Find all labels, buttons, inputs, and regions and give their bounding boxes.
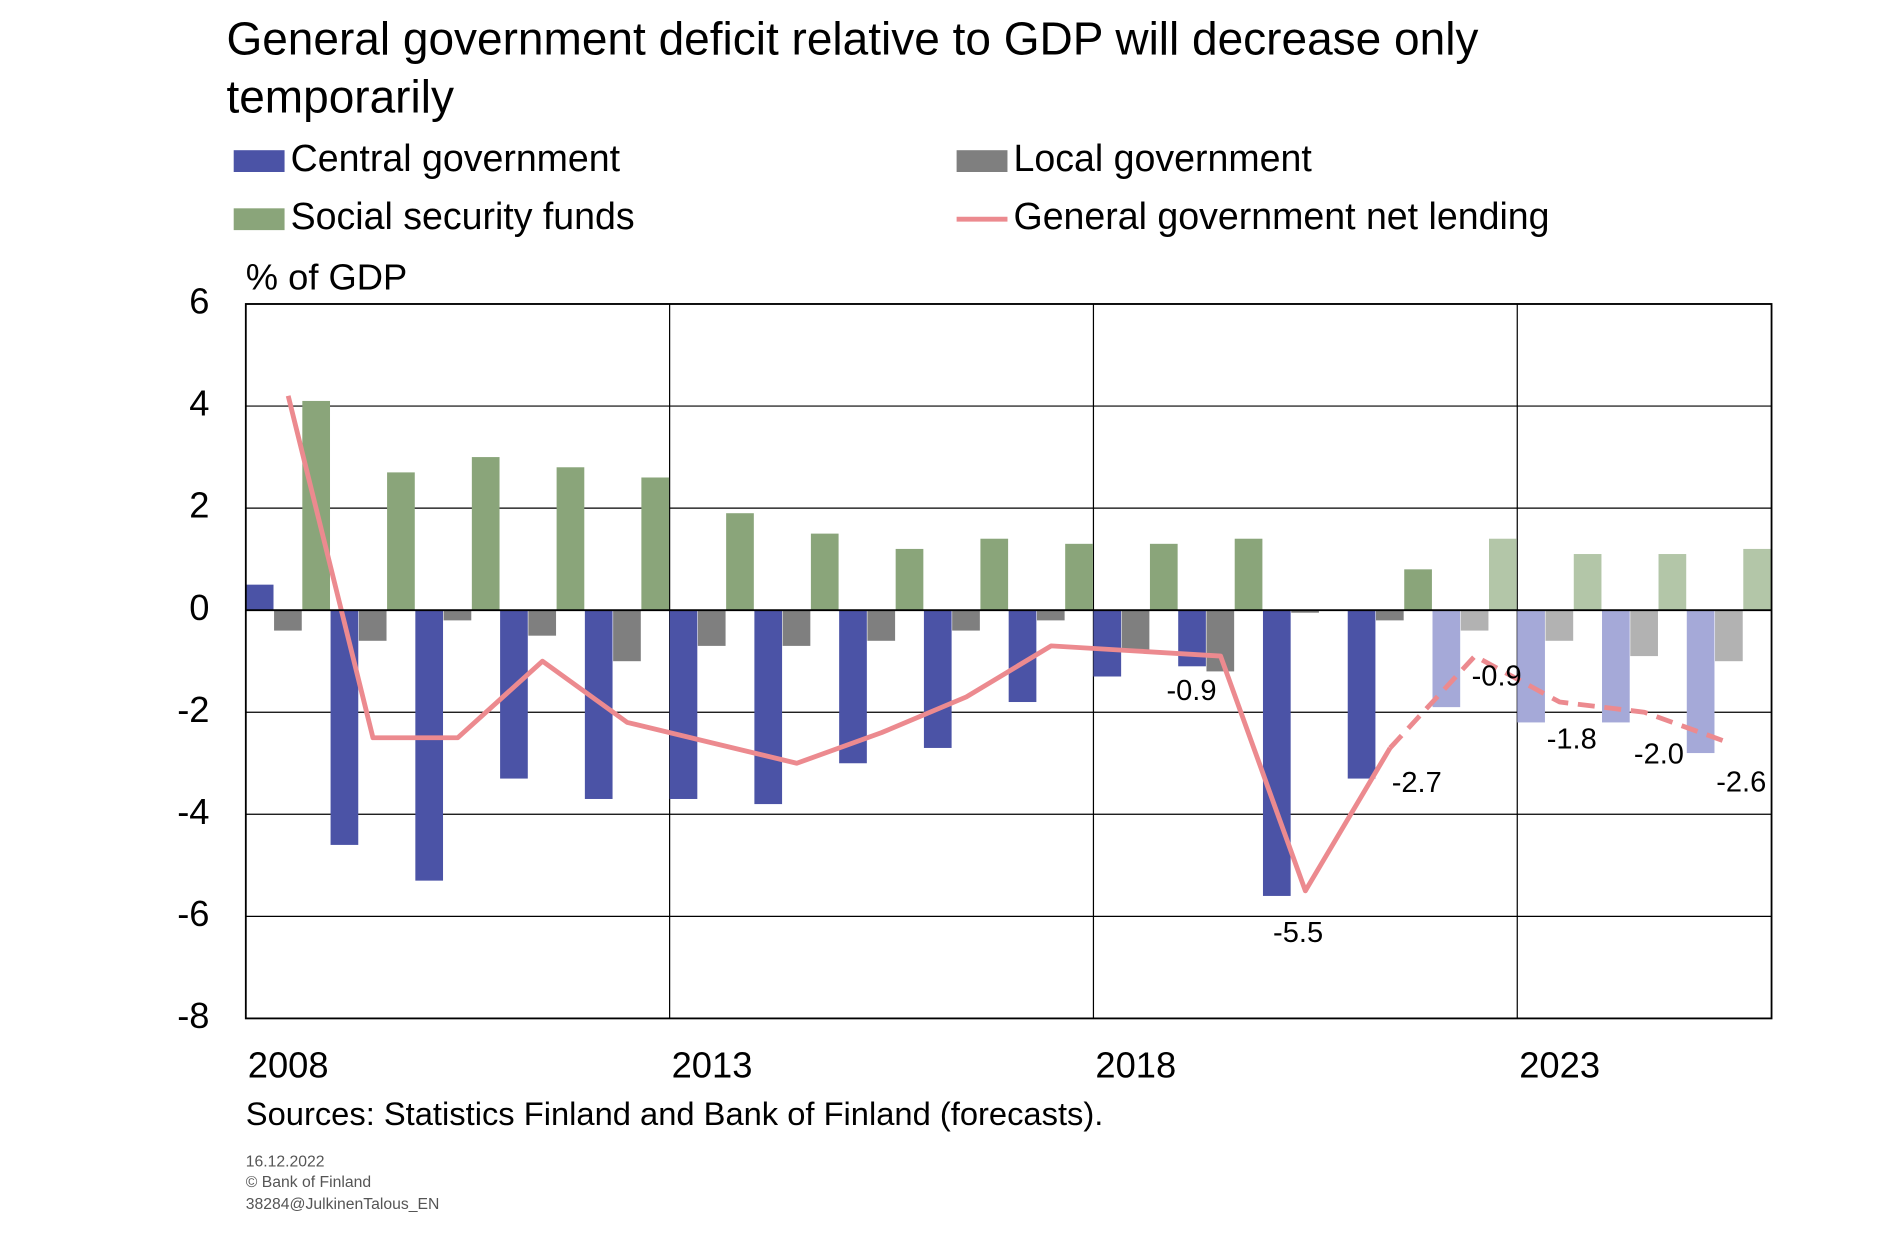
bar [1178,610,1206,667]
bar [1347,610,1376,779]
bar [867,610,896,641]
x-tick-label: 2018 [1095,1045,1176,1086]
bar [528,610,557,636]
y-axis-label: % of GDP [246,256,407,297]
y-tick-label: -4 [177,791,209,832]
source-note: Sources: Statistics Finland and Bank of … [246,1095,1104,1132]
y-tick-label: 0 [189,587,209,628]
legend-swatch [956,150,1008,172]
y-tick-label: -2 [177,689,209,730]
bar [1715,610,1743,662]
bar [810,533,839,611]
legend-label: Social security funds [291,195,635,237]
x-tick-label: 2013 [672,1045,753,1086]
bar [471,457,500,611]
bar [274,610,302,631]
bar [556,467,585,611]
chart-title: General government deficit relative to G… [226,13,1478,123]
bar [245,584,274,611]
bar [1432,610,1461,708]
bar [754,610,783,805]
bar [387,472,415,611]
x-tick-label: 2008 [248,1045,329,1086]
bar [1149,543,1178,611]
bar [895,548,924,611]
legend-label: Local government [1014,137,1313,179]
legend-label: Central government [291,137,621,179]
bar [782,610,811,646]
y-tick-label: 4 [189,383,209,424]
bar [641,477,670,611]
bar [1630,610,1658,657]
legend-swatch [233,150,285,172]
bar [669,610,698,799]
plot-frame [244,303,1773,1020]
legend-swatch [233,208,285,231]
data-label: -2.0 [1634,738,1684,770]
bar [1658,554,1687,611]
bar [1234,538,1263,611]
bar [1517,610,1545,723]
bar [980,538,1009,611]
line-series [285,395,1393,894]
bar [1121,610,1150,651]
bar [1036,610,1065,621]
bar [613,610,641,662]
bar [358,610,387,641]
bar [1375,610,1404,621]
bar [443,610,472,621]
data-label: -5.5 [1273,917,1323,949]
bar [1573,554,1602,611]
bar [1065,543,1093,611]
bar [1404,569,1432,611]
y-tick-label: -8 [177,995,209,1036]
bar [1489,538,1517,611]
bar [1460,610,1489,631]
data-label: -2.7 [1392,767,1442,799]
bar [1686,610,1715,754]
legend-label: General government net lending [1014,195,1550,237]
x-tick-label: 2023 [1519,1045,1600,1086]
bar [330,610,359,845]
bar [1545,610,1574,641]
footnote: © Bank of Finland [246,1174,371,1191]
footnote: 38284@JulkinenTalous_EN [246,1196,440,1213]
line-series [1388,653,1730,750]
bar [1262,610,1291,896]
bar [1093,610,1122,677]
data-label: -0.9 [1472,661,1522,693]
data-label: -1.8 [1547,723,1597,755]
bar [1602,610,1630,723]
data-label: -2.6 [1716,767,1766,799]
footnote: 16.12.2022 [246,1154,325,1171]
bar [415,610,444,881]
bar [952,610,980,631]
bar [1291,610,1319,613]
bar [1743,548,1771,611]
bar [697,610,726,646]
bar [726,513,754,611]
y-tick-label: 6 [189,281,209,322]
y-tick-label: 2 [189,485,209,526]
data-label: -0.9 [1166,675,1216,707]
y-tick-label: -6 [177,893,209,934]
bar [923,610,952,748]
